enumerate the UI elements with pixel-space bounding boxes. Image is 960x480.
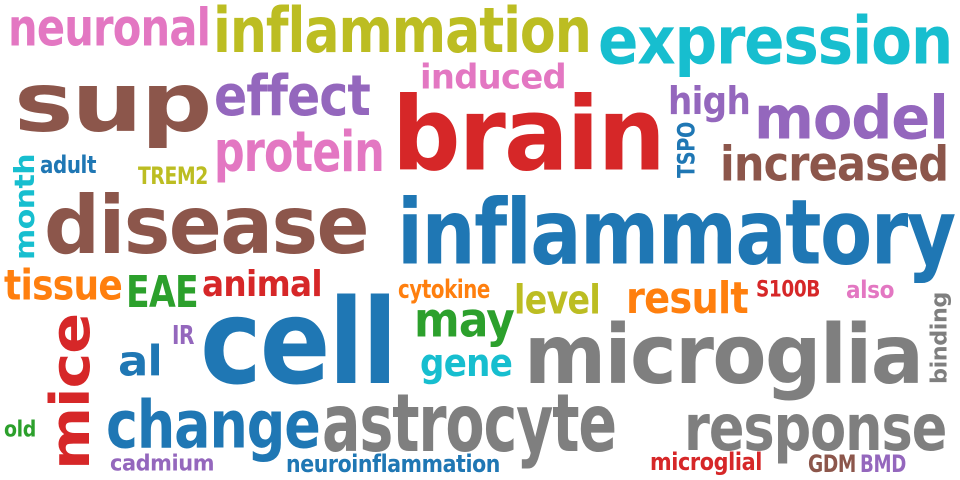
word-tissue: tissue: [4, 260, 123, 310]
word-tspo: TSPO: [671, 122, 700, 178]
word-model: model: [754, 82, 949, 153]
word-bmd: BMD: [860, 449, 906, 478]
word-result: result: [626, 272, 749, 324]
word-also: also: [846, 275, 894, 304]
word-level: level: [514, 276, 601, 324]
word-eae: EAE: [126, 266, 199, 318]
word-mice: mice: [38, 314, 103, 470]
word-animal: animal: [202, 262, 323, 305]
word-may: may: [414, 291, 515, 348]
word-astrocyte: astrocyte: [322, 376, 617, 471]
word-cytokine: cytokine: [398, 273, 490, 305]
word-effect: effect: [214, 62, 371, 129]
word-expression: expression: [598, 2, 953, 80]
word-high: high: [668, 78, 751, 124]
word-induced: induced: [420, 56, 567, 97]
word-protein: protein: [214, 118, 385, 185]
word-neuronal: neuronal: [8, 0, 211, 59]
word-s100b: S100B: [756, 276, 820, 302]
word-cell: cell: [200, 273, 398, 412]
word-al: al: [118, 336, 163, 386]
word-month: month: [7, 153, 41, 261]
word-microglia: microglia: [524, 306, 924, 403]
word-sup: sup: [14, 54, 212, 151]
word-binding: binding: [925, 292, 952, 384]
word-neuroinflammation: neuroinflammation: [286, 449, 500, 478]
word-inflammation: inflammation: [213, 0, 592, 67]
word-gene: gene: [420, 340, 513, 386]
word-increased: increased: [720, 135, 949, 192]
word-change: change: [106, 386, 321, 464]
word-ir: IR: [172, 319, 195, 351]
word-old: old: [4, 416, 36, 442]
word-response: response: [684, 390, 947, 466]
word-disease: disease: [44, 178, 370, 273]
word-inflammatory: inflammatory: [397, 179, 956, 286]
word-brain: brain: [392, 74, 666, 195]
word-adult: adult: [40, 150, 97, 179]
word-gdm: GDM: [808, 449, 856, 478]
word-microglial: microglial: [650, 447, 762, 476]
word-cadmium: cadmium: [110, 450, 215, 476]
word-trem2: TREM2: [138, 161, 208, 190]
